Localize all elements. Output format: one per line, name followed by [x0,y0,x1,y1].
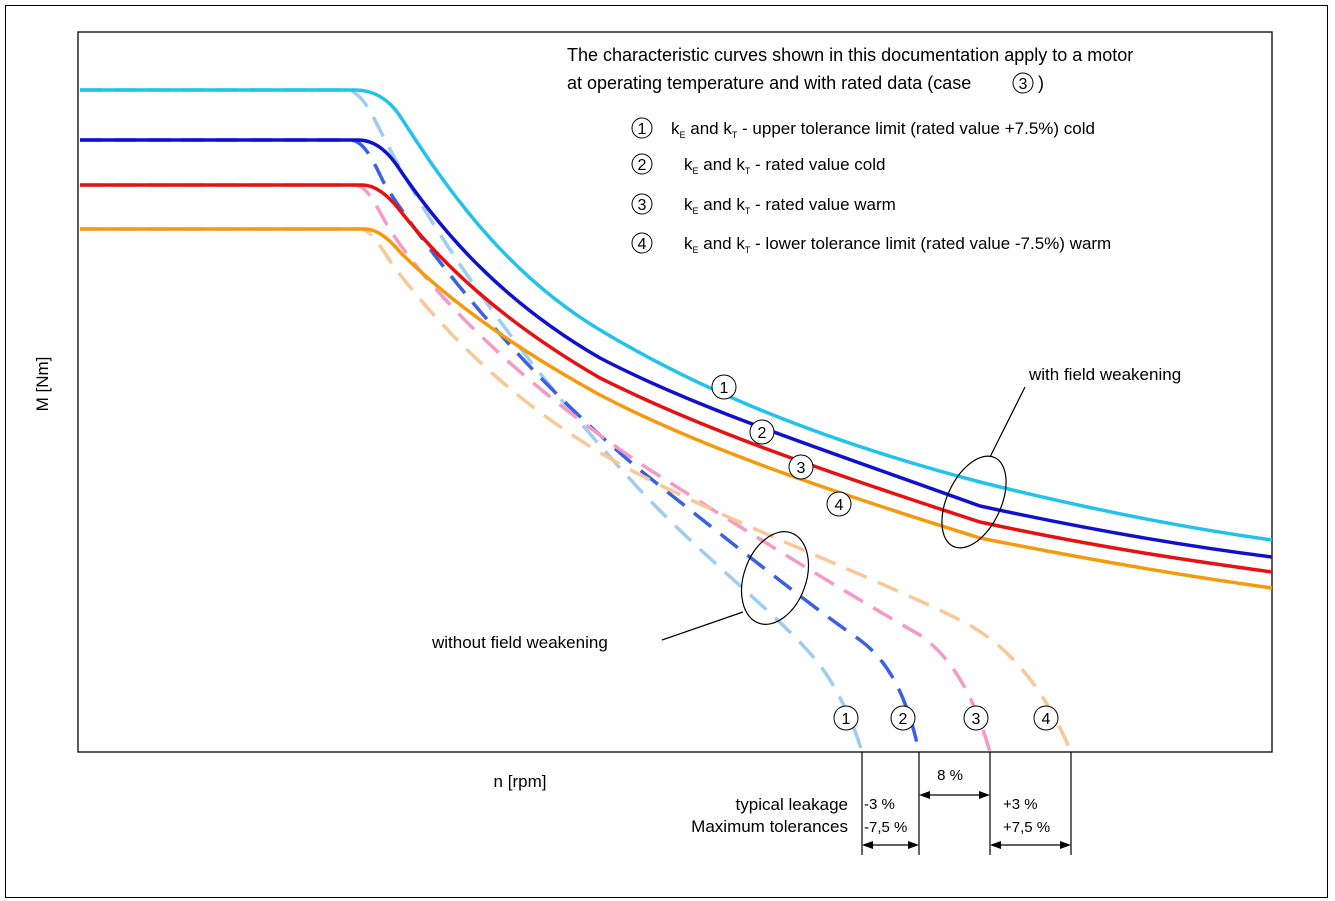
dashed-curve-4 [80,227,1073,753]
label-maximum-tolerances: Maximum tolerances [691,817,848,836]
svg-text:1: 1 [638,121,647,138]
svg-text:3: 3 [797,460,806,477]
svg-text:1: 1 [720,380,729,397]
label-minus-3: -3 % [864,796,895,813]
svg-text:2: 2 [899,711,908,728]
svg-text:without field weakening: without field weakening [431,633,608,652]
label-minus-7-5: -7,5 % [864,819,907,836]
header-line-1: The characteristic curves shown in this … [567,45,1133,65]
svg-text:2: 2 [638,157,647,174]
svg-text:kE and kT - upper tolerance li: kE and kT - upper tolerance limit (rated… [671,119,1095,140]
y-axis-label: M [Nm] [33,357,52,412]
svg-text:4: 4 [835,497,844,514]
header-line-2-close: ) [1038,73,1044,93]
label-plus-3: +3 % [1003,796,1038,813]
dashed-curve-3 [80,183,992,753]
solid-curve-marker-2: 2 [749,419,775,445]
svg-text:3: 3 [972,711,981,728]
dashed-curve-marker-2: 2 [890,705,916,731]
legend-item-1: 1 kE and kT - upper tolerance limit (rat… [631,117,1095,140]
arrow-8-percent [919,791,990,799]
legend-item-2: 2 kE and kT - rated value cold [631,153,885,176]
header-line-2: at operating temperature and with rated … [567,73,971,93]
solid-curve-marker-3: 3 [788,454,814,480]
solid-curve-4 [80,227,1273,590]
svg-text:4: 4 [1042,711,1051,728]
arrow-minus-tolerance [862,841,919,849]
legend-item-3: 3 kE and kT - rated value warm [631,193,896,216]
x-axis-label: n [rpm] [494,772,547,791]
solid-curve-marker-1: 1 [711,374,737,400]
solid-curve-marker-4: 4 [826,491,852,517]
dashed-curve-marker-4: 4 [1033,705,1059,731]
legend-item-4: 4 kE and kT - lower tolerance limit (rat… [631,232,1111,255]
plot-area [77,31,1273,753]
label-8-percent: 8 % [937,767,963,784]
solid-curve-2 [80,138,1273,559]
dashed-curve-marker-1: 1 [833,705,859,731]
without-field-weakening-annotation: without field weakening [431,531,810,652]
dashed-curve-2 [80,138,921,753]
label-plus-7-5: +7,5 % [1003,819,1050,836]
svg-text:4: 4 [638,236,647,253]
svg-text:3: 3 [1019,76,1028,93]
svg-text:with field weakening: with field weakening [1028,365,1181,384]
svg-text:3: 3 [638,197,647,214]
solid-curve-1 [80,88,1273,542]
svg-text:kE and kT - rated value warm: kE and kT - rated value warm [684,195,896,216]
dashed-curve-marker-3: 3 [963,705,989,731]
header-case-marker: 3 [1012,72,1034,94]
legend: 1 kE and kT - upper tolerance limit (rat… [631,117,1111,255]
label-typical-leakage: typical leakage [736,795,848,814]
dashed-curves [80,88,1073,753]
solid-curve-3 [80,183,1273,574]
tolerance-dimensions: 8 % -3 % -7,5 % +3 % +7,5 % typical leak… [691,752,1072,855]
svg-text:kE and kT - lower tolerance li: kE and kT - lower tolerance limit (rated… [684,234,1111,255]
figure-frame [5,5,1328,898]
solid-curves [80,88,1273,590]
svg-text:2: 2 [758,425,767,442]
svg-text:1: 1 [842,711,851,728]
svg-text:kE and kT - rated value cold: kE and kT - rated value cold [684,155,885,176]
with-field-weakening-annotation: with field weakening [941,365,1181,549]
arrow-plus-tolerance [990,841,1071,849]
